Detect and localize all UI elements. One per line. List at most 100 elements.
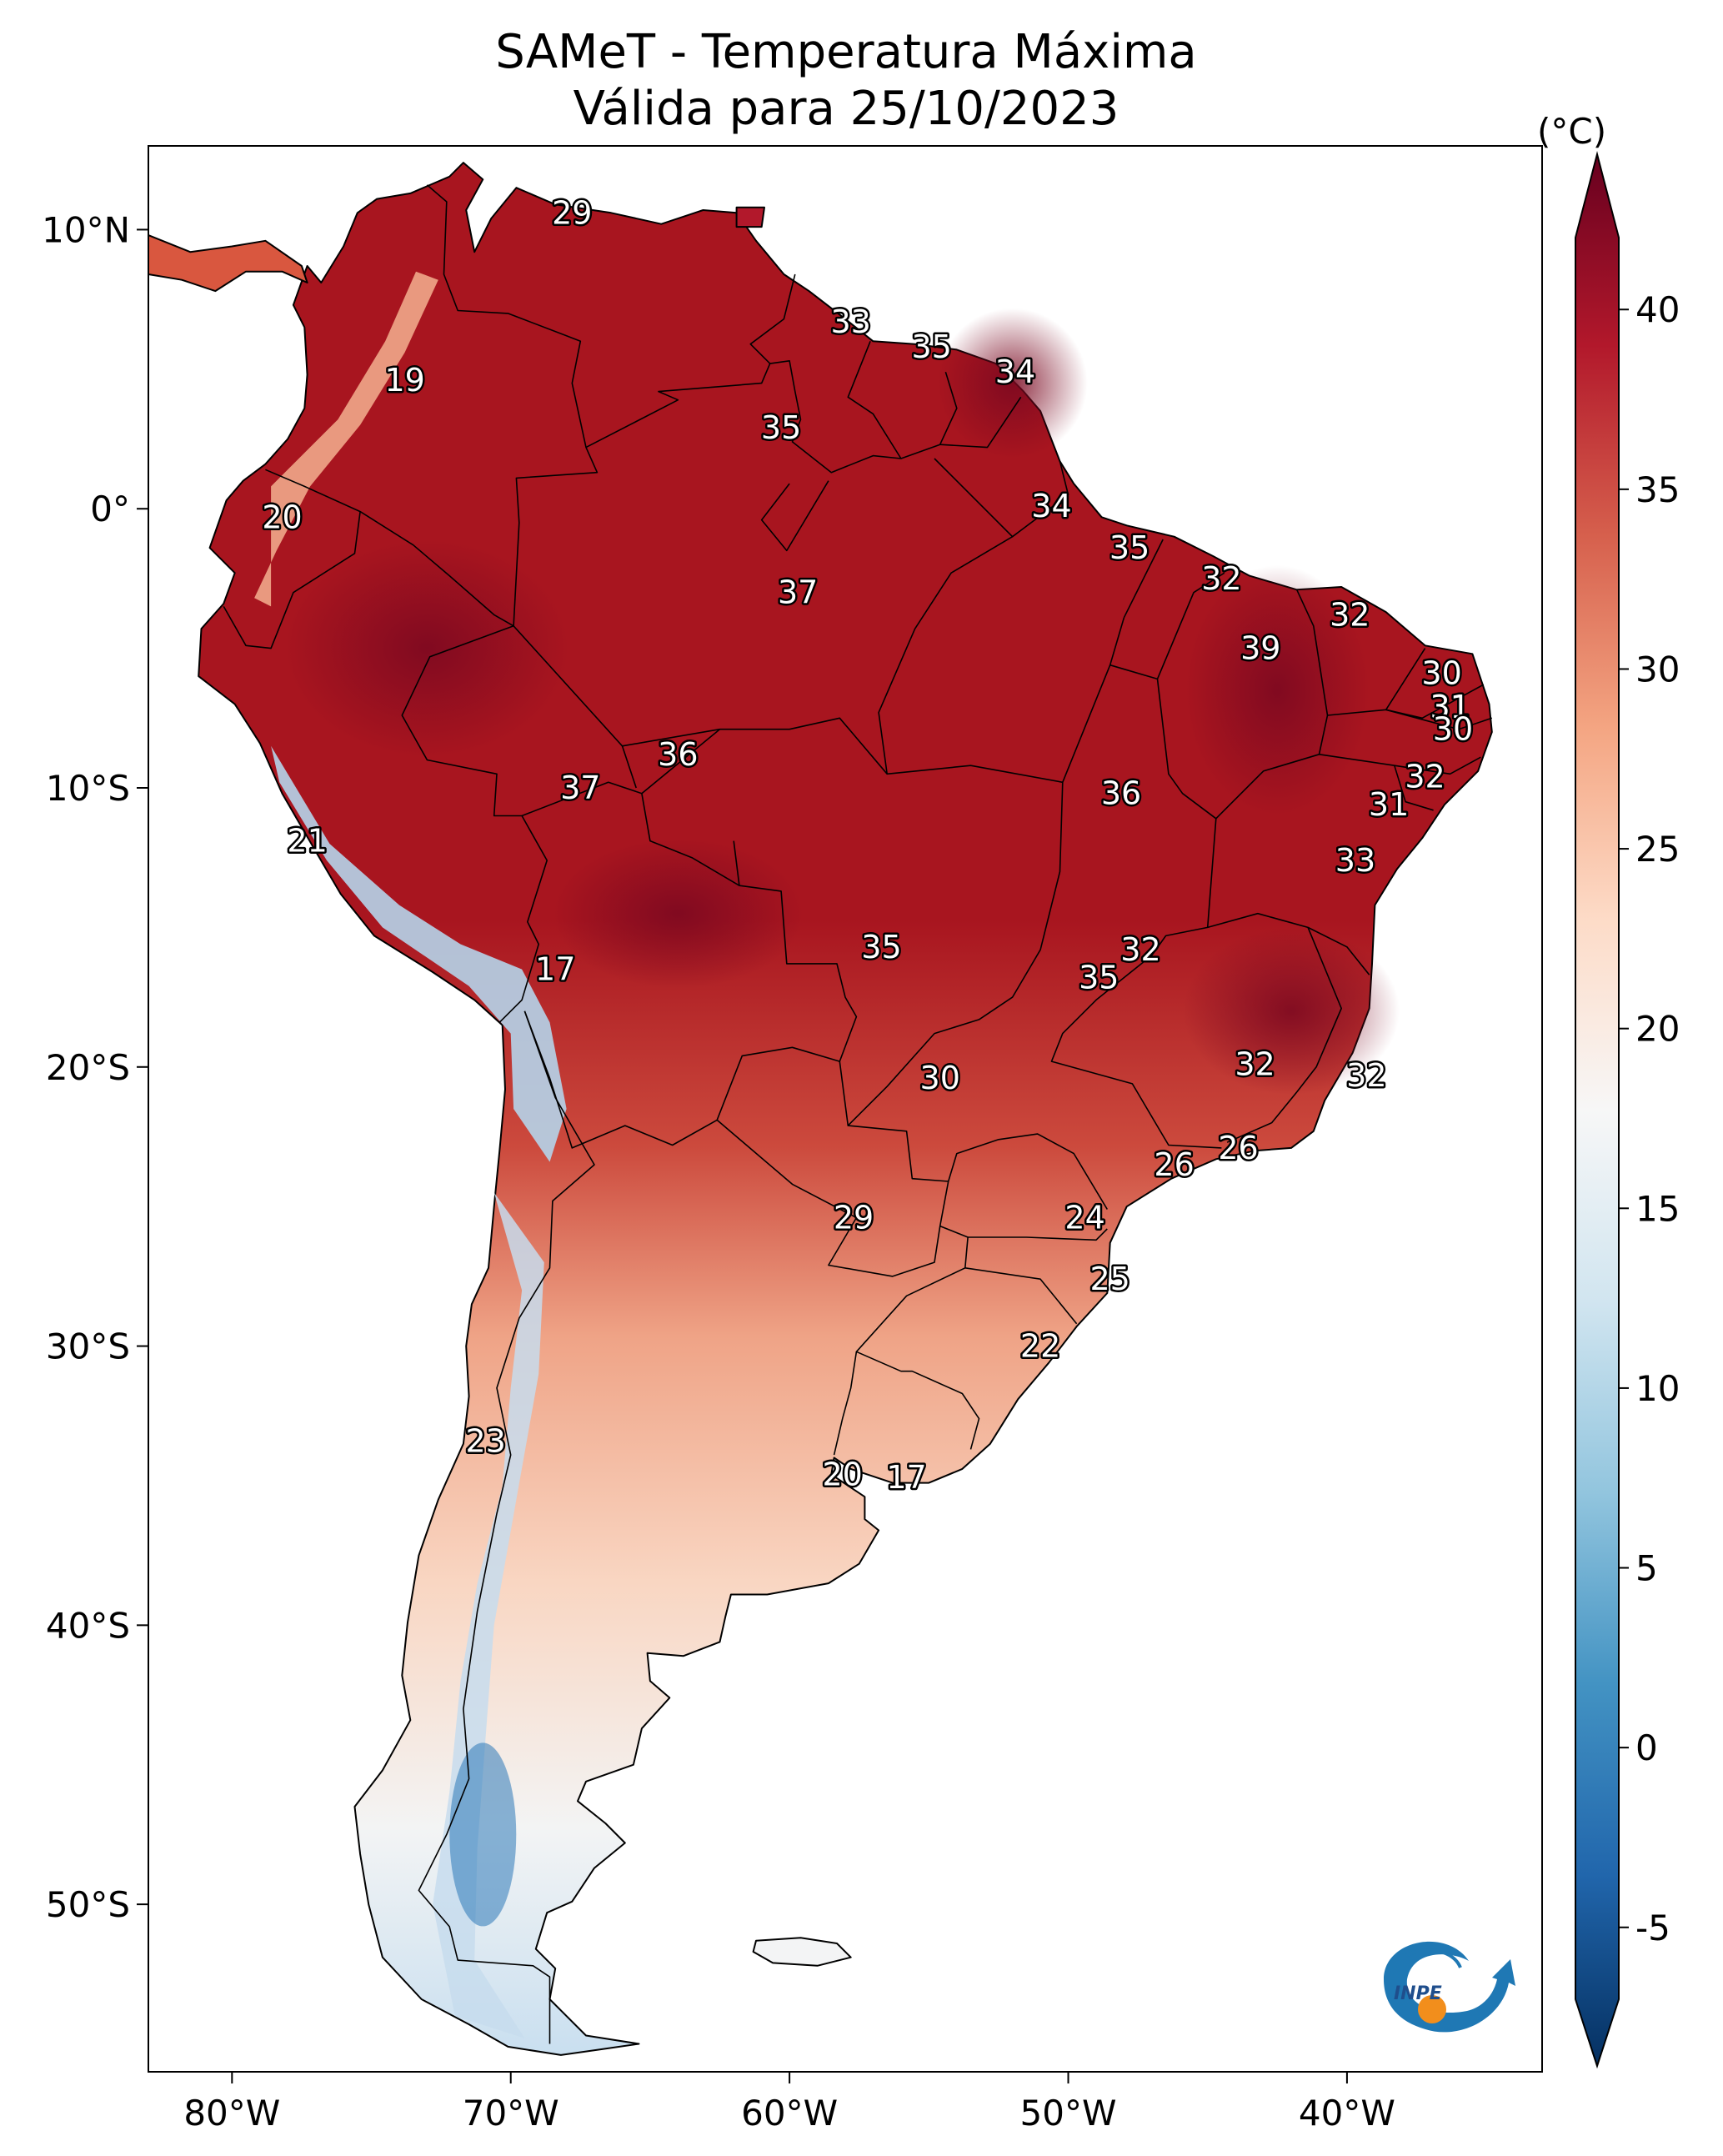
temperature-label: 26 <box>1218 1130 1258 1166</box>
border-line <box>1123 539 1164 619</box>
temperature-label: 34 <box>995 353 1035 390</box>
hot-spot-northeast <box>1185 564 1370 815</box>
border-line <box>716 1060 949 1277</box>
colorbar-bar <box>1575 151 1620 2069</box>
hot-spot-bolivia <box>553 838 804 989</box>
lon-tick-label: 60°W <box>741 2093 838 2133</box>
temperature-label: 35 <box>761 409 801 446</box>
latitude-axis: 10°N 0° 10°S 20°S 30°S 40°S 50°S <box>42 209 148 1925</box>
temperature-label: 34 <box>1031 488 1071 524</box>
border-line <box>1296 927 1342 1093</box>
temperature-label: 32 <box>1346 1057 1386 1094</box>
inpe-logo: INPE <box>1384 1941 1515 2033</box>
temperature-label: 32 <box>1201 560 1241 597</box>
temperature-label: 29 <box>834 1200 874 1236</box>
border-line <box>621 745 637 789</box>
andes-central-cool-zone <box>271 745 567 1162</box>
colorbar-tick-label: 40 <box>1635 289 1680 330</box>
colorbar-tick-label: 35 <box>1635 469 1680 510</box>
border-line <box>847 341 902 459</box>
map-title-line2: Válida para 25/10/2023 <box>573 82 1119 136</box>
longitude-axis: 80°W 70°W 60°W 50°W 40°W <box>183 2072 1395 2133</box>
temperature-label: 35 <box>1109 529 1150 566</box>
lat-tick-label: 20°S <box>46 1047 130 1088</box>
trinidad-island <box>735 206 765 228</box>
temperature-label: 35 <box>1079 960 1119 996</box>
border-line <box>1012 461 1069 538</box>
temperature-label: 25 <box>1090 1261 1130 1297</box>
border-line <box>1156 572 1225 679</box>
temperature-label: 20 <box>262 499 302 535</box>
temperature-label: 17 <box>535 951 575 988</box>
border-line <box>964 1267 1078 1325</box>
temperature-label: 23 <box>465 1422 505 1459</box>
temperature-label: 36 <box>658 736 698 773</box>
border-line <box>1385 709 1493 730</box>
temperature-label: 37 <box>560 770 600 806</box>
temperature-label: 33 <box>1335 842 1375 879</box>
temperature-label: 31 <box>1369 786 1409 823</box>
colorbar-unit: (°C) <box>1537 111 1606 152</box>
border-line <box>426 184 599 626</box>
colorbar-tick-label: 5 <box>1635 1548 1658 1589</box>
colorbar-tick-label: -5 <box>1635 1908 1670 1948</box>
border-line <box>878 458 1014 775</box>
border-line <box>760 480 829 552</box>
temperature-label: 29 <box>552 194 592 231</box>
border-line <box>968 1228 1108 1241</box>
lat-tick-label: 30°S <box>46 1326 130 1367</box>
colorbar-tick-label: 0 <box>1635 1727 1658 1768</box>
lat-tick-label: 40°S <box>46 1605 130 1646</box>
falkland-islands <box>752 1937 852 1967</box>
panama-landmass <box>148 234 308 293</box>
temperature-label: 30 <box>920 1060 960 1096</box>
colorbar: 40 35 30 25 20 15 10 5 0 -5 (°C) <box>1537 111 1680 2069</box>
lat-tick-label: 50°S <box>46 1884 130 1925</box>
temperature-label: 32 <box>1330 596 1370 633</box>
lat-tick-label: 10°S <box>46 768 130 809</box>
lat-tick-label: 0° <box>90 489 130 529</box>
border-line <box>1226 1091 1298 1143</box>
border-line <box>939 396 1022 449</box>
map-title-line1: SAMeT - Temperatura Máxima <box>495 25 1197 79</box>
temperature-label: 31 <box>1430 689 1470 725</box>
temperature-label: 22 <box>1020 1328 1060 1365</box>
colorbar-tick-label: 15 <box>1635 1188 1680 1229</box>
border-line <box>359 510 548 1023</box>
hot-spot-peru-amazon <box>285 539 569 757</box>
border-line <box>769 360 958 474</box>
border-line <box>418 1010 595 2044</box>
temperature-label: 37 <box>778 574 818 611</box>
temperature-label: 19 <box>384 362 424 399</box>
border-line <box>733 840 740 886</box>
lat-tick-label: 10°N <box>42 209 130 250</box>
temperature-label: 39 <box>1240 630 1280 667</box>
patagonia-ice-field <box>449 1742 517 1927</box>
temperature-label: 33 <box>831 303 871 340</box>
border-line <box>1319 754 1481 775</box>
border-line <box>521 781 858 1149</box>
border-line <box>1050 664 1222 1149</box>
temperature-label: 35 <box>911 328 951 365</box>
lon-tick-label: 70°W <box>463 2093 559 2133</box>
border-line <box>847 617 1125 1126</box>
temperature-label: 32 <box>1235 1045 1275 1082</box>
svg-text:INPE: INPE <box>1394 1983 1442 2004</box>
border-line <box>1215 589 1329 820</box>
lon-tick-label: 80°W <box>183 2093 280 2133</box>
border-line <box>223 469 361 649</box>
temperature-label: 35 <box>861 929 901 965</box>
temperature-label: 21 <box>287 823 327 860</box>
colorbar-tick-label: 30 <box>1635 649 1680 689</box>
border-line <box>1394 765 1434 811</box>
temperature-label: 32 <box>1120 931 1160 968</box>
temperature-label: 26 <box>1154 1146 1194 1183</box>
temperature-label: 20 <box>822 1457 862 1493</box>
hot-spot-minas <box>1183 927 1400 1095</box>
temperature-label: 32 <box>1405 759 1445 795</box>
temperature-shading <box>254 271 1400 2038</box>
border-line <box>585 273 796 449</box>
political-borders <box>223 184 1493 2044</box>
